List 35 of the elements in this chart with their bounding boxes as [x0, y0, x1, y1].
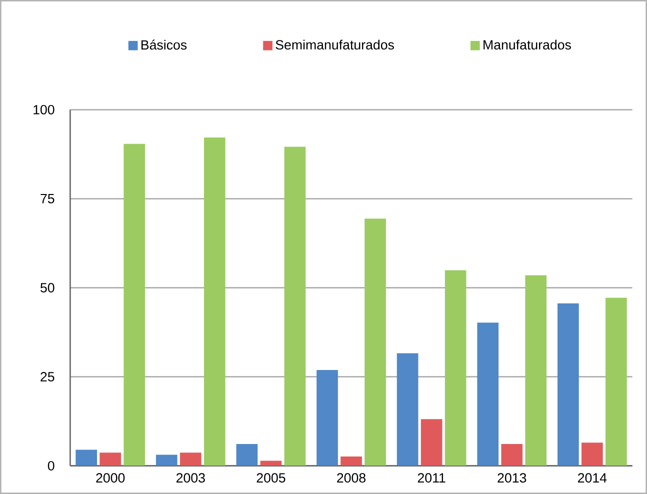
x-tick-label: 2014 — [578, 473, 607, 483]
y-tick-label: 100 — [34, 104, 54, 114]
bar — [477, 322, 499, 466]
bar — [76, 450, 98, 466]
x-tick-label: 2000 — [96, 473, 125, 483]
y-tick-label: 25 — [40, 372, 54, 382]
bar — [156, 454, 178, 466]
legend-label: Manufaturados — [484, 40, 571, 50]
legend-label: Semimanufaturados — [276, 40, 394, 50]
bar — [204, 137, 226, 466]
y-tick-label: 0 — [48, 461, 54, 471]
bar — [180, 452, 202, 466]
bar — [100, 452, 122, 466]
bar — [236, 444, 258, 466]
x-tick-label: 2005 — [256, 473, 286, 483]
bar — [396, 353, 418, 466]
bar — [501, 444, 523, 466]
bar — [316, 370, 338, 466]
legend-label: Básicos — [141, 40, 187, 50]
y-tick-label: 75 — [40, 194, 54, 204]
bar — [340, 456, 362, 466]
bar — [444, 270, 466, 466]
bar — [558, 303, 579, 466]
x-tick-label: 2003 — [176, 473, 205, 483]
bar — [284, 146, 306, 466]
x-tick-label: 2013 — [498, 473, 526, 483]
bar — [582, 442, 603, 466]
x-tick-label: 2008 — [337, 473, 366, 483]
bar — [525, 275, 547, 466]
bar — [420, 419, 442, 466]
bar — [606, 298, 627, 466]
y-tick-label: 50 — [40, 283, 54, 292]
bar — [364, 218, 386, 466]
bar — [124, 144, 146, 466]
x-tick-label: 2011 — [418, 473, 446, 483]
